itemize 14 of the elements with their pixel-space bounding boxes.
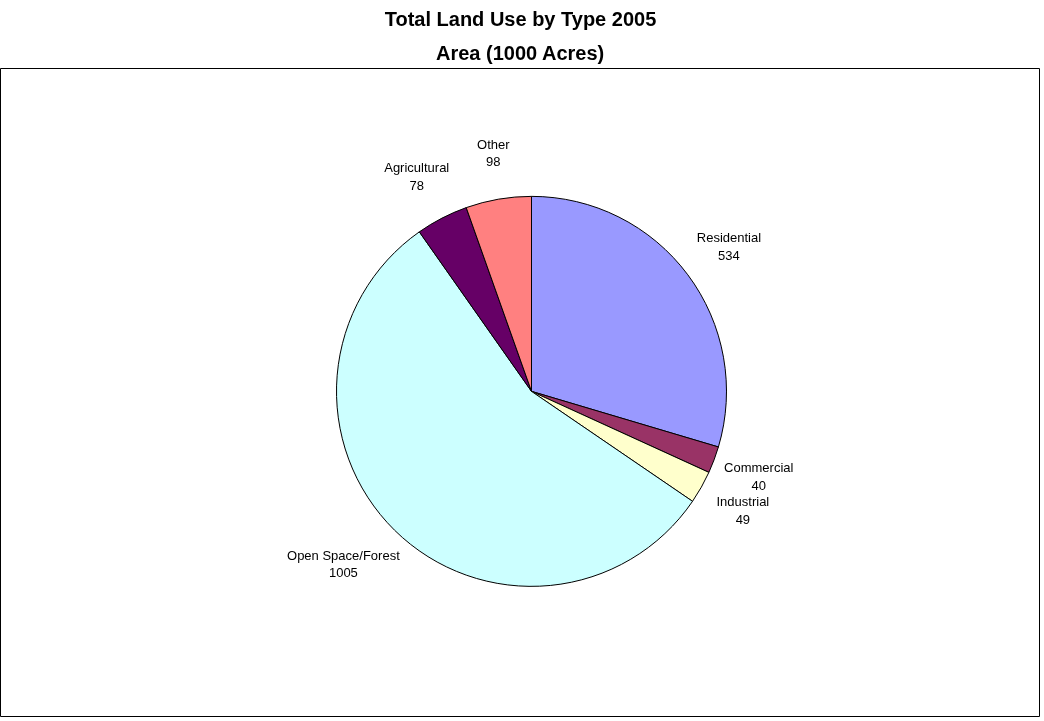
slice-label: Commercial [724,460,794,476]
data-label: 49 [735,511,751,527]
slice-label: Residential [696,230,762,246]
slice-label: Industrial [716,494,770,510]
data-label: 534 [718,247,740,263]
chart-subtitle: Area (1000 Acres) [436,41,605,64]
slice-label: Agricultural [384,160,450,176]
chart-title: Total Land Use by Type 2005 [384,7,657,30]
data-label: 78 [409,177,424,193]
data-label: 40 [751,477,766,493]
data-label: 98 [486,153,501,169]
data-label: 1005 [328,564,358,580]
slice-label: Open Space/Forest [287,547,401,563]
slice-label: Other [477,136,511,152]
